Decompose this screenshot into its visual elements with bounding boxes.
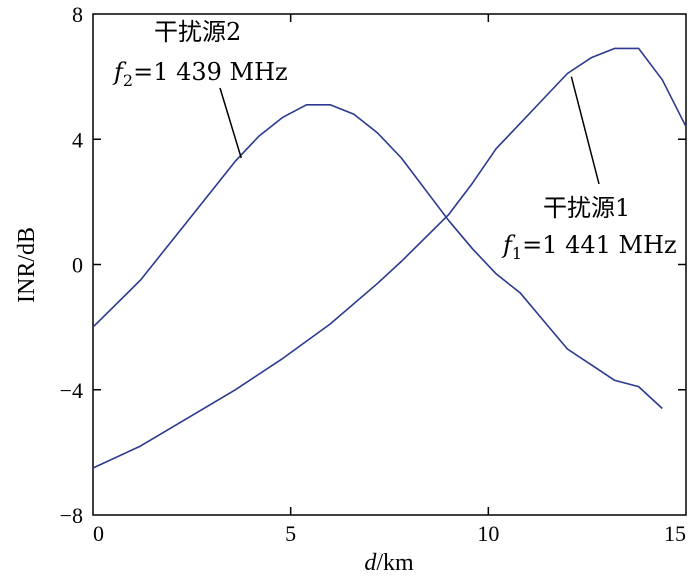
- annotation-frequency: f1=1 441 MHz: [501, 231, 677, 263]
- x-axis-label: d/km: [364, 550, 414, 576]
- x-tick-label: 15: [664, 521, 686, 546]
- annotation-title: 干扰源1: [543, 194, 630, 222]
- y-tick-label: −4: [60, 378, 83, 403]
- annotation-sub: 1: [512, 244, 522, 263]
- y-axis-label: INR/dB: [14, 227, 40, 303]
- y-tick-label: 0: [72, 253, 83, 278]
- plot-frame: [92, 13, 687, 516]
- annotation-title: 干扰源2: [154, 18, 241, 46]
- series-line-2: [92, 104, 663, 410]
- x-axis-variable: d: [364, 550, 377, 576]
- annotation-leader: [219, 87, 242, 159]
- annotations: 干扰源2 f2=1 439 MHz 干扰源1 f1=1 441 MHz: [112, 18, 677, 263]
- y-tick-label: −8: [60, 503, 83, 528]
- annotation-2: 干扰源1 f1=1 441 MHz: [501, 76, 677, 263]
- axis-ticks: [93, 14, 686, 515]
- annotation-leader: [570, 76, 600, 185]
- series-lines: [92, 47, 687, 469]
- y-tick-label: 8: [72, 2, 83, 27]
- y-tick-labels: −8 −4 0 4 8: [60, 2, 83, 528]
- x-axis-unit: /km: [376, 550, 414, 576]
- annotation-frequency: f2=1 439 MHz: [112, 58, 288, 90]
- y-tick-label: 4: [72, 127, 83, 152]
- annotation-1: 干扰源2 f2=1 439 MHz: [112, 18, 288, 159]
- annotation-value: =1 441 MHz: [522, 231, 677, 259]
- annotation-sub: 2: [123, 71, 133, 90]
- x-tick-label: 0: [93, 521, 104, 546]
- x-tick-labels: 0 5 10 15: [93, 521, 686, 546]
- x-tick-label: 5: [285, 521, 296, 546]
- series-line-1: [92, 47, 687, 469]
- x-tick-label: 10: [477, 521, 499, 546]
- annotation-value: =1 439 MHz: [133, 58, 288, 86]
